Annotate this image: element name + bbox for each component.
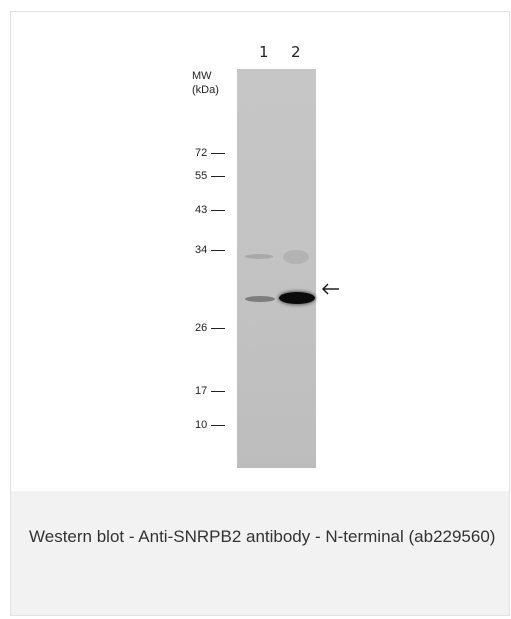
blot-membrane [237,69,316,468]
marker-72: 72 [195,147,226,159]
band-lane1-upper [245,254,273,259]
lane-label-2: 2 [291,43,301,61]
lane-label-1: 1 [259,43,269,61]
band-lane2-upper [283,250,309,264]
marker-17: 17 [195,385,226,397]
band-lane2-target [279,292,315,304]
figure-card: 1 2 MW (kDa) 72 55 43 34 26 17 10 Wester… [10,11,510,616]
marker-55: 55 [195,170,226,182]
band-lane1-target [245,296,275,302]
marker-10: 10 [195,419,226,431]
mw-label: MW [192,70,212,82]
mw-axis-label: MW (kDa) [192,69,219,97]
marker-34: 34 [195,244,226,256]
caption-text: Western blot - Anti-SNRPB2 antibody - N-… [29,527,496,546]
image-caption: Western blot - Anti-SNRPB2 antibody - N-… [11,491,509,615]
western-blot-figure: 1 2 MW (kDa) 72 55 43 34 26 17 10 [11,12,509,491]
kda-label: (kDa) [192,84,219,96]
left-arrow-icon [322,283,339,295]
marker-43: 43 [195,204,226,216]
marker-26: 26 [195,322,226,334]
